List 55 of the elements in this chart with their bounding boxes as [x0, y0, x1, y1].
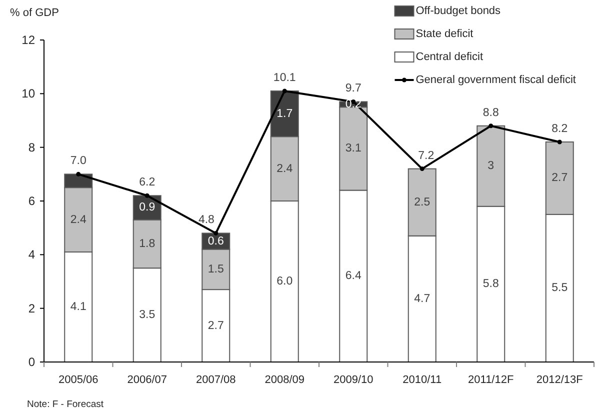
- data-label: 3.5: [139, 309, 156, 322]
- point: [76, 172, 81, 176]
- text: Note: F - Forecast: [27, 398, 104, 410]
- y-tick-label: 0: [28, 355, 36, 369]
- point: [488, 124, 494, 128]
- data-label: 7.0: [70, 155, 86, 168]
- data-label: 6.4: [345, 270, 362, 282]
- data-label: 2.7: [552, 172, 568, 184]
- data-label: 3: [488, 160, 494, 172]
- point: [557, 140, 562, 144]
- y-tick-label: 2: [28, 301, 36, 316]
- data-label: 10.1: [273, 72, 296, 84]
- point: [214, 230, 218, 236]
- data-label: 8.8: [482, 106, 499, 119]
- data-label: 3.1: [345, 142, 362, 155]
- x-tick-label: 2011/12F: [468, 374, 514, 386]
- data-label: 4.7: [414, 292, 430, 305]
- y-axis-title: % of GDP: [10, 7, 59, 19]
- y-tick-label: 6: [28, 194, 36, 208]
- x-tick-label: 2006/07: [127, 374, 168, 386]
- y-tick-label: 12: [22, 33, 36, 47]
- legend-label: Off-budget bonds: [416, 5, 502, 17]
- data-label: 2.7: [208, 320, 224, 332]
- data-label: 2.5: [414, 196, 430, 208]
- data-label: 7.2: [418, 150, 434, 162]
- legend-label: State deficit: [416, 28, 474, 40]
- data-label: 1.8: [139, 238, 156, 250]
- data-label: 6.0: [276, 276, 293, 288]
- x-tick-label: 2012/13F: [536, 374, 584, 386]
- data-label: 4.8: [198, 214, 214, 226]
- data-label: 4.1: [70, 300, 86, 313]
- data-label: 9.7: [345, 82, 362, 95]
- y-tick-label: 8: [28, 140, 36, 154]
- data-label: 5.8: [482, 278, 499, 290]
- data-label: 2.4: [276, 162, 294, 175]
- x-tick-label: 2008/09: [264, 374, 305, 386]
- legend-label: General government fiscal deficit: [416, 74, 576, 86]
- point: [144, 193, 150, 198]
- data-label: 0.6: [208, 235, 224, 248]
- y-tick-label: 4: [28, 248, 36, 262]
- point: [420, 166, 424, 172]
- data-label: 5.5: [552, 282, 568, 294]
- data-label: 1.5: [208, 263, 224, 276]
- data-label: 8.2: [552, 122, 568, 135]
- data-label: 2.4: [70, 214, 87, 226]
- x-tick-label: 2009/10: [333, 374, 374, 386]
- x-tick-label: 2007/08: [196, 374, 236, 386]
- point: [282, 88, 287, 94]
- x-tick-label: 2010/11: [402, 374, 442, 386]
- x-tick-label: 2005/06: [58, 374, 98, 386]
- y-tick-label: 10: [22, 86, 36, 101]
- data-label: 1.7: [276, 108, 293, 120]
- data-label: 0.9: [139, 202, 156, 214]
- data-label: 6.2: [139, 176, 156, 189]
- legend-label: Central deficit: [416, 51, 484, 63]
